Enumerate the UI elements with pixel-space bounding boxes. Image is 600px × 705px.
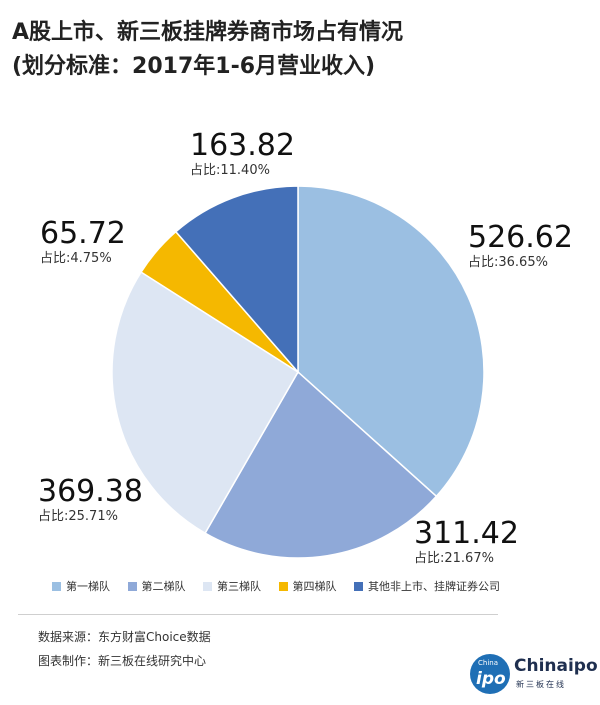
footer-divider bbox=[18, 614, 498, 615]
legend-label: 其他非上市、挂牌证券公司 bbox=[368, 580, 500, 593]
legend-swatch bbox=[127, 581, 137, 591]
slice-value-tier-2: 311.42 bbox=[414, 516, 519, 551]
slice-value-tier-3: 369.38 bbox=[38, 474, 143, 509]
data-source: 数据来源：东方财富Choice数据 bbox=[38, 630, 211, 644]
slice-percent-tier-1: 占比:36.65% bbox=[468, 255, 548, 270]
logo-badge: China ipo bbox=[470, 654, 510, 694]
slice-value-tier-4: 65.72 bbox=[40, 216, 126, 251]
legend-item-tier-3: 第三梯队 bbox=[203, 578, 261, 594]
legend-swatch bbox=[354, 581, 363, 591]
slice-percent-tier-4: 占比:4.75% bbox=[40, 251, 112, 266]
slice-label-tier-1: 526.62 占比:36.65% bbox=[468, 222, 573, 272]
chinaipo-logo: China ipo Chinaipo 新三板在线 bbox=[470, 652, 598, 696]
chart-title-line-1: A股上市、新三板挂牌券商市场占有情况 bbox=[12, 20, 404, 45]
logo-badge-small-text: China bbox=[478, 659, 498, 667]
pie-slice-tier-1 bbox=[297, 185, 485, 498]
slice-percent-others: 占比:11.40% bbox=[190, 163, 270, 178]
pie-slice-tier-2 bbox=[204, 370, 438, 559]
legend-item-tier-2: 第二梯队 bbox=[127, 578, 186, 594]
slice-value-others: 163.82 bbox=[190, 128, 295, 163]
chart-credit: 图表制作：新三板在线研究中心 bbox=[38, 654, 207, 668]
slice-label-tier-4: 65.72 占比:4.75% bbox=[40, 218, 126, 268]
legend-swatch bbox=[52, 581, 61, 591]
logo-name: Chinaipo bbox=[514, 656, 598, 676]
legend-item-tier-1: 第一梯队 bbox=[52, 578, 110, 594]
slice-percent-tier-3: 占比:25.71% bbox=[38, 509, 118, 524]
legend-label: 第一梯队 bbox=[66, 580, 110, 593]
logo-subtitle: 新三板在线 bbox=[516, 680, 566, 689]
legend-label: 第四梯队 bbox=[292, 580, 337, 593]
legend: 第一梯队 第二梯队 第三梯队 第四梯队 其他非上市、挂牌证券公司 bbox=[52, 578, 514, 594]
chart-title-line-2: (划分标准：2017年1-6月营业收入) bbox=[12, 54, 376, 79]
legend-label: 第二梯队 bbox=[141, 580, 186, 593]
legend-label: 第三梯队 bbox=[217, 580, 261, 593]
legend-swatch bbox=[203, 581, 212, 591]
legend-item-others: 其他非上市、挂牌证券公司 bbox=[354, 578, 500, 594]
slice-value-tier-1: 526.62 bbox=[468, 220, 573, 255]
slice-label-tier-3: 369.38 占比:25.71% bbox=[38, 476, 143, 526]
slice-percent-tier-2: 占比:21.67% bbox=[414, 551, 494, 566]
logo-badge-big-text: ipo bbox=[476, 669, 506, 689]
pie-slice-others bbox=[174, 185, 299, 375]
slice-label-others: 163.82 占比:11.40% bbox=[190, 130, 295, 180]
legend-item-tier-4: 第四梯队 bbox=[278, 578, 337, 594]
chart-title: A股上市、新三板挂牌券商市场占有情况 (划分标准：2017年1-6月营业收入) bbox=[12, 16, 403, 84]
pie-slice-tier-3 bbox=[111, 271, 300, 535]
legend-swatch bbox=[278, 581, 288, 591]
slice-label-tier-2: 311.42 占比:21.67% bbox=[414, 518, 519, 568]
